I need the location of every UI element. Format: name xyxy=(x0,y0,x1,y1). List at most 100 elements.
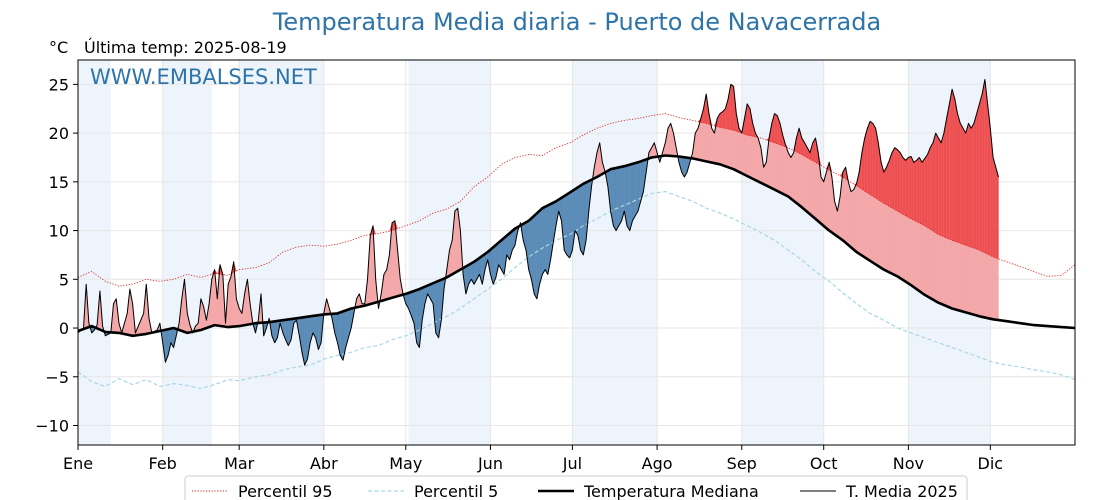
legend-median-label: Temperatura Mediana xyxy=(583,482,759,500)
above-median-fill xyxy=(391,220,396,298)
below-median-fill xyxy=(304,316,308,366)
x-tick-label: Ene xyxy=(63,454,93,473)
x-tick-label: Jun xyxy=(477,454,503,473)
x-tick-label: Ago xyxy=(642,454,673,473)
above-median-fill xyxy=(788,152,792,199)
x-tick-label: Mar xyxy=(224,454,255,473)
x-tick-label: Sep xyxy=(727,454,757,473)
below-median-fill xyxy=(435,280,439,339)
below-median-fill xyxy=(635,162,639,217)
month-band xyxy=(572,60,658,445)
above-p95-fill xyxy=(951,89,955,242)
above-p95-fill xyxy=(730,84,734,131)
above-p95-fill xyxy=(889,152,893,209)
above-median-fill xyxy=(370,225,374,305)
above-p95-fill xyxy=(965,123,969,247)
below-median-fill xyxy=(613,167,617,231)
above-p95-fill xyxy=(872,122,876,199)
last-temp-label: Última temp: 2025-08-19 xyxy=(84,38,287,57)
y-tick-label: 10 xyxy=(49,222,69,241)
current-year-line xyxy=(78,79,999,366)
below-median-fill xyxy=(539,207,543,285)
below-median-fill xyxy=(618,166,622,227)
above-p95-fill xyxy=(883,167,887,206)
p5-line xyxy=(78,191,1075,390)
above-p95-fill xyxy=(919,156,923,225)
above-p95-fill xyxy=(941,133,945,238)
above-p95-fill xyxy=(984,79,988,255)
y-tick-label: 5 xyxy=(59,270,69,289)
x-tick-label: Abr xyxy=(310,454,338,473)
month-band xyxy=(741,60,824,445)
below-median-fill xyxy=(544,205,548,275)
x-tick-label: Nov xyxy=(893,454,924,473)
above-median-fill xyxy=(790,152,794,201)
below-median-fill xyxy=(632,162,636,221)
series-lines xyxy=(78,79,1075,390)
above-p95-fill xyxy=(902,157,906,217)
x-tick-label: Feb xyxy=(149,454,177,473)
above-p95-fill xyxy=(946,103,950,240)
above-p95-fill xyxy=(976,103,980,251)
above-p95-fill xyxy=(921,157,925,226)
above-p95-fill xyxy=(981,79,986,254)
anomaly-fills xyxy=(78,79,999,366)
above-p95-fill xyxy=(719,111,723,128)
above-p95-fill xyxy=(954,98,958,243)
x-axis: Ene Feb Mar Abr May Jun Jul Ago Sep Oct Nov Dic xyxy=(63,445,1003,473)
below-median-fill xyxy=(534,212,538,299)
above-p95-fill xyxy=(916,157,920,224)
legend-box xyxy=(184,475,968,500)
above-p95-fill xyxy=(897,149,901,213)
below-median-fill xyxy=(501,237,505,275)
y-tick-label: 15 xyxy=(49,173,69,192)
above-p95-fill xyxy=(973,113,977,250)
legend: Percentil 95 Percentil 5 Temperatura Media… xyxy=(184,475,968,500)
above-p95-fill xyxy=(867,121,871,195)
above-p95-fill xyxy=(774,113,778,145)
month-band xyxy=(78,60,111,445)
above-p95-fill xyxy=(908,156,912,220)
above-p95-fill xyxy=(900,152,904,215)
y-axis: −10 −5 0 5 10 15 20 25 xyxy=(35,75,78,436)
above-p95-fill xyxy=(992,157,996,259)
above-median-fill xyxy=(454,207,458,273)
y-tick-label: 25 xyxy=(49,75,69,94)
above-median-fill xyxy=(711,128,715,164)
above-p95-fill xyxy=(935,133,939,235)
above-p95-fill xyxy=(949,89,953,241)
above-p95-fill xyxy=(962,128,966,246)
below-median-fill xyxy=(574,187,579,236)
above-p95-fill xyxy=(943,118,947,239)
above-median-fill xyxy=(853,183,857,253)
legend-current-label: T. Media 2025 xyxy=(845,482,958,500)
above-p95-fill xyxy=(913,160,917,222)
x-tick-label: Dic xyxy=(978,454,1004,473)
median-line xyxy=(78,154,1075,338)
above-median-fill xyxy=(826,162,830,231)
above-p95-fill xyxy=(968,122,972,248)
y-tick-label: −5 xyxy=(45,368,69,387)
p95-line xyxy=(78,113,1075,287)
above-p95-fill xyxy=(894,147,898,212)
above-p95-fill xyxy=(910,156,914,221)
above-median-fill xyxy=(738,127,742,174)
above-p95-fill xyxy=(930,142,934,232)
legend-p5-label: Percentil 5 xyxy=(414,482,498,500)
below-median-fill xyxy=(416,288,420,349)
above-median-fill xyxy=(755,133,759,182)
above-p95-fill xyxy=(932,133,936,233)
above-p95-fill xyxy=(938,137,942,236)
above-p95-fill xyxy=(924,154,928,228)
above-p95-fill xyxy=(995,167,999,260)
above-p95-fill xyxy=(971,122,975,249)
x-tick-label: Jul xyxy=(562,454,582,473)
chart-title: Temperatura Media diaria - Puerto de Nav… xyxy=(272,8,882,36)
y-tick-label: 0 xyxy=(59,319,69,338)
month-bands xyxy=(78,60,991,445)
y-tick-label: 20 xyxy=(49,124,69,143)
plot-frame xyxy=(77,59,1076,446)
below-median-fill xyxy=(615,167,619,231)
above-p95-fill xyxy=(905,157,909,218)
below-median-fill xyxy=(542,206,546,275)
